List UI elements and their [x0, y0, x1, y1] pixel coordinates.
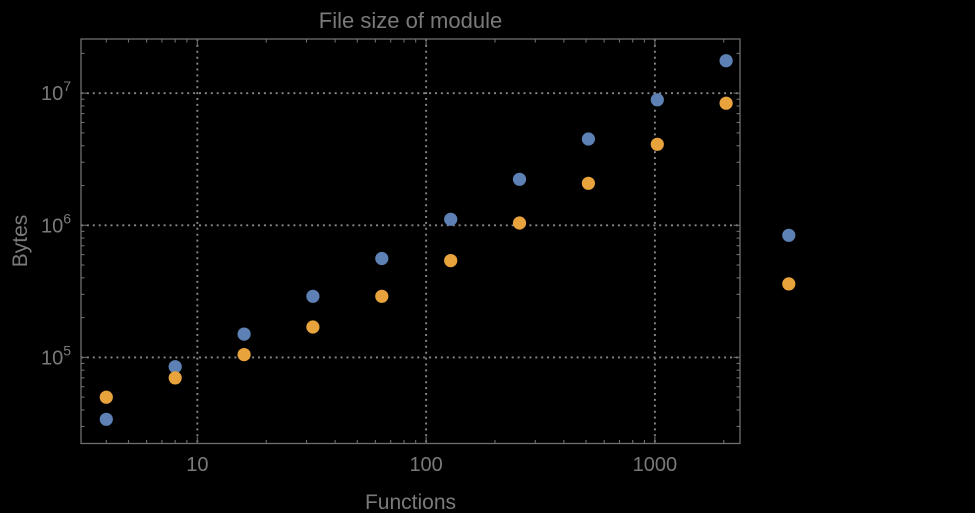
x-axis-label: Functions	[365, 491, 456, 513]
data-point-orange	[375, 289, 389, 303]
frame-border	[80, 38, 741, 445]
series-blue	[99, 54, 796, 426]
y-tick-label: 106	[41, 210, 71, 237]
data-point-blue	[99, 412, 113, 426]
y-tick-label: 105	[41, 342, 71, 369]
data-point-orange	[237, 348, 251, 362]
x-tick-label: 10	[186, 454, 208, 476]
x-tick-label: 100	[409, 454, 442, 476]
y-tick-label: 107	[41, 78, 71, 105]
tick-labels: 10 100 1000 105 106 107	[41, 78, 677, 476]
data-point-orange	[719, 96, 733, 110]
gridlines	[81, 39, 740, 444]
data-point-blue	[581, 132, 596, 146]
chart-title: File size of module	[319, 8, 502, 33]
data-point-blue	[719, 54, 733, 68]
plot-frame	[80, 38, 741, 445]
series-orange	[99, 96, 796, 404]
data-point-blue	[168, 360, 182, 374]
data-point-orange	[444, 254, 458, 268]
data-point-blue	[512, 172, 527, 186]
data-point-blue	[650, 93, 664, 107]
x-tick-label: 1000	[633, 454, 678, 476]
data-point-blue	[444, 212, 458, 226]
data-point-blue	[375, 251, 389, 266]
data-point-orange	[168, 371, 182, 385]
data-point-orange	[512, 216, 527, 230]
data-points	[99, 54, 796, 426]
y-axis-label: Bytes	[9, 215, 32, 268]
data-point-blue	[782, 228, 796, 242]
data-point-orange	[782, 277, 796, 291]
data-point-blue	[306, 289, 320, 303]
axis-ticks	[81, 39, 740, 444]
data-point-orange	[581, 176, 596, 190]
data-point-orange	[99, 390, 113, 404]
data-point-orange	[306, 320, 320, 334]
data-point-orange	[650, 137, 664, 151]
data-point-blue	[237, 327, 251, 341]
